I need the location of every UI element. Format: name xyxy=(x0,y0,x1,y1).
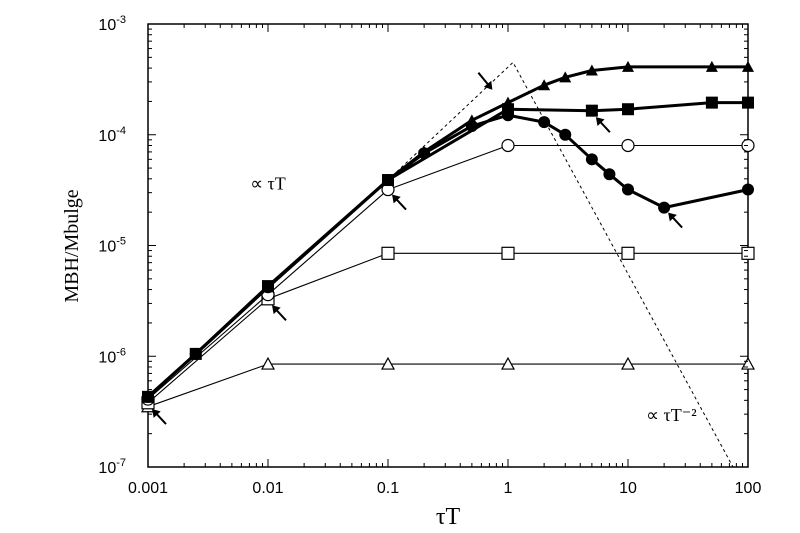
series-line-open-square xyxy=(147,252,748,404)
y-tick-label: 10-3 xyxy=(98,14,126,34)
annotation-label: ∝ τT⁻² xyxy=(646,405,696,425)
data-point-open-circle xyxy=(501,138,515,153)
data-point-open-triangle xyxy=(500,356,516,370)
series-line-open-triangle xyxy=(147,363,748,408)
data-point-filled-triangle xyxy=(538,79,551,91)
x-tick-label: 0.001 xyxy=(128,480,168,497)
y-tick-base: 10 xyxy=(98,128,116,145)
data-point-filled-circle xyxy=(622,183,634,196)
arrow-head xyxy=(272,305,281,315)
y-tick-label: 10-5 xyxy=(98,236,126,256)
arrow-head xyxy=(668,212,677,222)
data-point-open-circle xyxy=(621,138,635,153)
data-point-filled-circle xyxy=(262,281,274,294)
data-point-filled-circle xyxy=(465,119,478,132)
data-point-filled-circle xyxy=(658,201,671,214)
y-tick-base: 10 xyxy=(98,460,116,477)
y-tick-base: 10 xyxy=(98,349,116,366)
y-tick-base: 10 xyxy=(98,239,116,256)
arrow-shaft xyxy=(477,72,490,87)
arrow-head xyxy=(595,117,605,126)
arrow-head xyxy=(392,194,401,204)
data-point-filled-circle xyxy=(502,109,514,122)
y-tick-label: 10-7 xyxy=(98,457,126,477)
series-line-filled-triangle xyxy=(146,65,748,398)
arrow-head xyxy=(152,409,161,418)
x-tick-label: 10 xyxy=(619,480,637,497)
data-point-open-square xyxy=(621,246,635,260)
y-tick-label: 10-4 xyxy=(98,125,126,145)
x-axis-ticks: 0.001 0.01 0.1 1 10 100 xyxy=(128,24,761,497)
data-point-open-triangle xyxy=(740,356,756,370)
arrow-head xyxy=(483,80,493,90)
y-tick-exponent: -3 xyxy=(116,14,126,26)
data-point-filled-triangle xyxy=(622,60,634,72)
y-tick-exponent: -6 xyxy=(116,346,126,358)
data-point-open-triangle xyxy=(380,356,396,370)
data-point-filled-square xyxy=(585,104,598,117)
data-point-filled-circle xyxy=(559,128,572,141)
data-point-open-square xyxy=(381,246,395,260)
data-point-filled-triangle xyxy=(742,60,754,72)
data-point-filled-triangle xyxy=(559,71,572,83)
y-tick-base: 10 xyxy=(98,17,116,34)
y-tick-exponent: -7 xyxy=(116,457,126,469)
series-line-filled-square xyxy=(146,101,748,398)
annotations: ∝ τT ∝ τT⁻² xyxy=(152,72,697,425)
series-group xyxy=(140,60,756,468)
y-tick-label: 10-6 xyxy=(98,346,126,366)
x-tick-label: 100 xyxy=(735,480,762,497)
data-point-filled-circle xyxy=(538,116,551,129)
data-point-filled-circle xyxy=(585,153,598,166)
data-point-filled-triangle xyxy=(705,60,718,72)
annotation-label: ∝ τT xyxy=(250,174,286,194)
data-point-filled-circle xyxy=(742,183,754,196)
data-point-open-square xyxy=(501,246,515,260)
data-point-filled-square xyxy=(705,96,718,109)
x-tick-label: 1 xyxy=(504,480,513,497)
series-line-open-circle xyxy=(147,144,748,400)
data-point-open-square xyxy=(741,246,755,260)
data-point-filled-circle xyxy=(418,147,431,160)
data-point-filled-circle xyxy=(189,347,202,360)
data-point-open-triangle xyxy=(260,356,276,370)
y-axis-label: MBH/Mbulge xyxy=(61,189,83,302)
y-tick-exponent: -5 xyxy=(116,236,126,248)
data-point-open-triangle xyxy=(620,356,636,370)
data-point-filled-circle xyxy=(382,174,394,187)
data-point-filled-circle xyxy=(142,390,154,403)
y-tick-exponent: -4 xyxy=(116,125,126,137)
data-point-filled-triangle xyxy=(585,64,598,76)
series-line-filled-circle xyxy=(146,113,749,398)
x-tick-label: 0.1 xyxy=(377,480,399,497)
plot-frame xyxy=(147,23,749,468)
x-tick-label: 0.01 xyxy=(252,480,283,497)
data-point-filled-square xyxy=(622,103,634,116)
data-point-filled-circle xyxy=(603,168,616,181)
x-axis-label: τT xyxy=(436,504,461,530)
data-point-filled-square xyxy=(742,96,754,109)
y-axis-ticks: 10-710-610-510-410-3 xyxy=(98,14,748,477)
